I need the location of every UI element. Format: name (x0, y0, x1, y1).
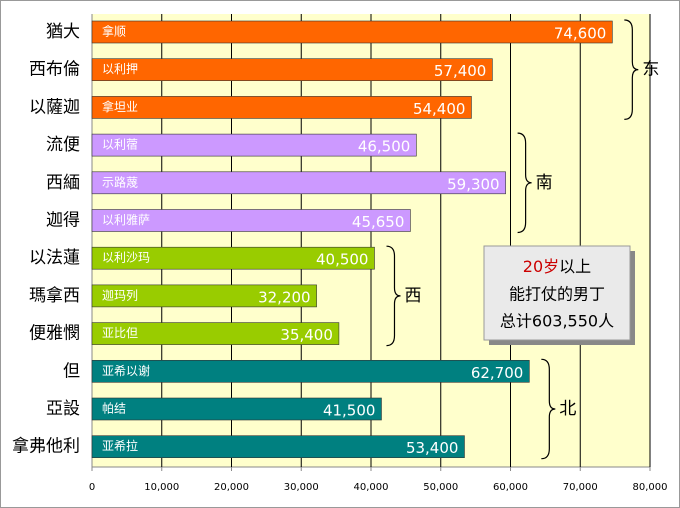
leader-label: 以利雅萨 (102, 212, 150, 227)
bar (91, 96, 472, 119)
value-label: 54,400 (413, 100, 466, 118)
leader-label: 亚希以谢 (102, 363, 150, 378)
x-tick-label: 60,000 (493, 482, 528, 493)
bar (91, 133, 417, 157)
category-label: 西緬 (46, 173, 80, 193)
leader-label: 拿顺 (102, 24, 126, 39)
category-label: 亞設 (46, 399, 80, 419)
value-label: 32,200 (258, 288, 311, 306)
bar (91, 20, 613, 44)
leader-label: 亚比但 (102, 326, 138, 340)
bar (91, 58, 493, 82)
bar (91, 171, 506, 195)
bar (91, 284, 317, 308)
value-label: 62,700 (471, 364, 524, 382)
value-label: 74,600 (554, 25, 607, 43)
annotation-line: 总计603,550人 (500, 312, 614, 331)
value-label: 45,650 (352, 213, 405, 231)
annotation-text: 20岁以上 (523, 257, 591, 276)
annotation-line: 以上 (559, 257, 591, 276)
category-label: 西布倫 (29, 60, 80, 80)
category-label: 流便 (46, 135, 80, 155)
value-label: 59,300 (447, 175, 500, 193)
bar (91, 435, 465, 459)
bar (91, 209, 411, 232)
value-label: 40,500 (316, 251, 369, 269)
x-tick-label: 0 (89, 482, 95, 493)
value-label: 35,400 (280, 326, 333, 344)
bar (91, 359, 530, 383)
value-label: 53,400 (406, 439, 459, 457)
group-brace (624, 19, 639, 120)
category-label: 瑪拿西 (29, 285, 80, 306)
x-tick-label: 50,000 (423, 482, 458, 493)
x-tick-label: 30,000 (284, 482, 319, 493)
category-label: 便雅憫 (29, 324, 80, 344)
x-tick-label: 20,000 (214, 482, 249, 493)
leader-label: 以利蓿 (102, 138, 138, 152)
x-tick-label: 80,000 (633, 482, 668, 493)
category-label: 以法蓮 (29, 248, 80, 268)
group-label: 西 (404, 286, 421, 306)
annotation-highlight: 20岁 (523, 257, 559, 276)
category-label: 但 (63, 361, 80, 381)
leader-label: 以利押 (102, 62, 138, 76)
leader-label: 拿坦业 (102, 99, 138, 114)
leader-label: 迦玛列 (102, 288, 138, 302)
category-label: 以薩迦 (29, 97, 80, 117)
x-tick-label: 40,000 (354, 482, 389, 493)
bar (91, 322, 340, 345)
value-label: 41,500 (323, 402, 376, 420)
x-tick-label: 70,000 (563, 482, 598, 493)
group-label: 东 (642, 60, 659, 80)
leader-label: 帕结 (102, 401, 126, 416)
group-brace (386, 245, 401, 347)
value-label: 57,400 (434, 62, 487, 80)
category-label: 迦得 (46, 211, 80, 231)
annotation-line: 能打仗的男丁 (509, 285, 605, 304)
bar (91, 246, 375, 270)
leader-label: 以利沙玛 (102, 251, 150, 265)
value-label: 46,500 (358, 138, 411, 156)
leader-label: 示路蔑 (102, 174, 138, 189)
category-label: 拿弗他利 (12, 436, 80, 457)
group-label: 南 (536, 173, 553, 193)
group-label: 北 (559, 399, 576, 419)
bar (91, 397, 382, 421)
group-brace (517, 132, 532, 234)
leader-label: 亚希拉 (102, 438, 138, 453)
x-tick-label: 10,000 (144, 482, 179, 493)
category-label: 猶大 (46, 22, 80, 42)
annotation-box (483, 245, 631, 341)
